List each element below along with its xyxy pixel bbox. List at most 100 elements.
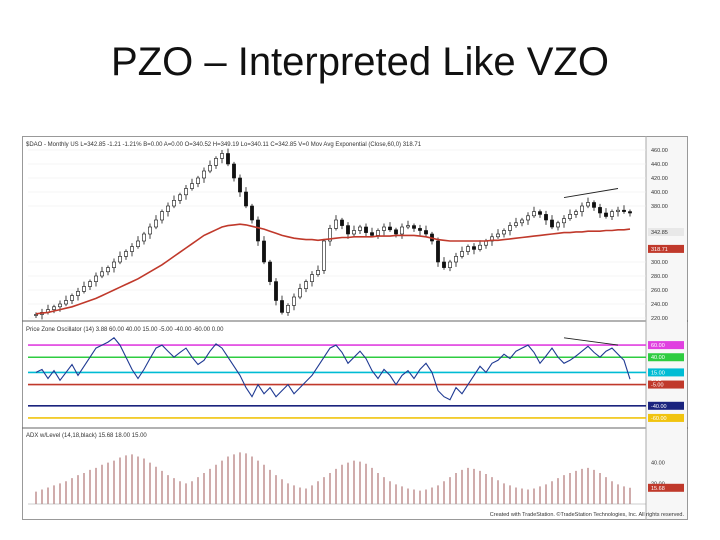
price-tick-label: 440.00	[651, 162, 668, 168]
candle-body	[178, 194, 182, 201]
candle-body	[202, 170, 206, 179]
oscillator-trendline	[563, 337, 619, 346]
candle-body	[112, 261, 116, 268]
candle-body	[238, 177, 242, 193]
price-tick-label: 400.00	[651, 190, 668, 196]
candle-body	[232, 163, 236, 179]
candle-body	[268, 261, 272, 282]
price-tick-label: 460.00	[651, 148, 668, 154]
oscillator-tick-label: -5.00	[651, 383, 664, 389]
candle-body	[124, 251, 128, 257]
candle-body	[436, 240, 440, 263]
candle-body	[562, 218, 566, 224]
oscillator-level-box	[648, 380, 684, 389]
candle-body	[382, 226, 386, 231]
price-tick-label: 220.00	[651, 316, 668, 322]
price-tick-label: 240.00	[651, 302, 668, 308]
candle-body	[64, 300, 68, 305]
candle-body	[556, 222, 560, 228]
candle-body	[616, 209, 620, 212]
ema-value-box	[648, 244, 684, 253]
candle-body	[340, 219, 344, 226]
candle-body	[514, 222, 518, 226]
candle-body	[280, 300, 284, 313]
oscillator-level-box	[648, 401, 684, 410]
candle-body	[316, 270, 320, 275]
price-tick-label: 380.00	[651, 204, 668, 210]
candle-body	[394, 229, 398, 235]
candle-body	[190, 183, 194, 189]
candle-body	[502, 230, 506, 235]
candle-body	[532, 211, 536, 217]
candle-body	[94, 275, 98, 282]
candle-body	[82, 286, 86, 292]
candle-body	[136, 240, 140, 247]
oscillator-panel: 60.00 40.00 15.003.88-5.00 -40.00 -60.00	[28, 337, 684, 422]
footer-credit: Created with TradeStation. ©TradeStation…	[490, 511, 685, 518]
oscillator-level-box	[648, 413, 684, 422]
price-tick-label: 342.85	[651, 230, 668, 236]
oscillator-level-box	[648, 341, 684, 350]
candle-body	[424, 230, 428, 235]
candle-body	[586, 202, 590, 207]
candle-body	[508, 225, 512, 231]
candle-body	[220, 153, 224, 159]
candle-body	[622, 209, 626, 212]
candle-body	[274, 281, 278, 301]
candle-body	[286, 305, 290, 313]
candle-body	[610, 211, 614, 217]
adx-tick-label: 15.68	[651, 486, 665, 492]
candle-body	[574, 211, 578, 215]
candle-body	[472, 246, 476, 250]
candle-body	[460, 251, 464, 257]
candle-body	[376, 230, 380, 236]
price-tick-label: 420.00	[651, 176, 668, 182]
candle-body	[118, 256, 122, 263]
candle-body	[400, 226, 404, 235]
candle-body	[364, 226, 368, 233]
candle-body	[454, 256, 458, 263]
candle-body	[496, 233, 500, 238]
candle-body	[208, 165, 212, 172]
candle-body	[292, 296, 296, 306]
candle-body	[604, 212, 608, 217]
candle-body	[580, 205, 584, 212]
candle-body	[226, 153, 230, 165]
price-panel-header: $DAO - Monthly US L=342.85 -1.21 -1.21% …	[26, 142, 422, 148]
candle-body	[244, 191, 248, 207]
price-tick-label: 260.00	[651, 288, 668, 294]
candle-body	[448, 261, 452, 268]
candle-body	[196, 177, 200, 184]
candle-body	[412, 225, 416, 229]
candle-body	[592, 202, 596, 208]
candle-body	[442, 261, 446, 268]
candle-body	[160, 211, 164, 221]
candle-body	[172, 200, 176, 207]
oscillator-panel-header: Price Zone Oscillator (14) 3.88 60.00 40…	[26, 327, 224, 333]
candle-body	[34, 314, 38, 316]
candle-body	[370, 232, 374, 236]
oscillator-tick-label: 15.00	[651, 370, 665, 376]
candle-body	[250, 205, 254, 221]
candle-body	[142, 233, 146, 242]
candle-body	[214, 158, 218, 166]
candle-body	[550, 219, 554, 228]
candle-body	[148, 226, 152, 235]
candle-body	[544, 214, 548, 221]
slide-title: PZO – Interpreted Like VZO	[111, 40, 609, 84]
candle-body	[346, 225, 350, 235]
oscillator-tick-label: -60.00	[651, 416, 667, 422]
price-tick-label: 280.00	[651, 274, 668, 280]
candle-body	[154, 219, 158, 228]
oscillator-tick-label: 40.00	[651, 355, 665, 361]
price-tick-label: 300.00	[651, 260, 668, 266]
oscillator-level-box	[648, 368, 684, 377]
candle-body	[598, 207, 602, 214]
candle-body	[328, 228, 332, 242]
price-panel: 460.00 440.00 420.00 400.00 380.00 342.85 318.…	[28, 148, 684, 322]
tradestation-chart: 460.00 440.00 420.00 400.00 380.00 342.85 318.…	[22, 136, 688, 520]
candle-body	[130, 246, 134, 252]
candle-body	[100, 271, 104, 277]
candle-body	[520, 219, 524, 224]
candle-body	[70, 295, 74, 301]
